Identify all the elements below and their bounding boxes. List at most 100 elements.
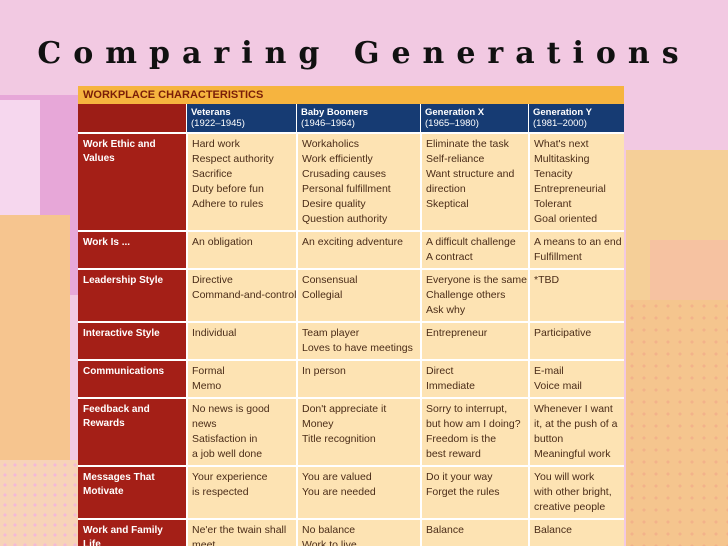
cell-line: Tolerant xyxy=(534,198,572,210)
row-label: Leadership Style xyxy=(78,270,186,321)
cell-line: Respect authority xyxy=(192,153,274,165)
cell-line: Consensual xyxy=(302,274,358,286)
table-cell: Formal Memo xyxy=(186,361,296,397)
table-cell: A difficult challenge A contract xyxy=(420,232,528,268)
cell-line: Skeptical xyxy=(426,198,469,210)
header-corner xyxy=(78,104,186,132)
row-label: Interactive Style xyxy=(78,323,186,359)
cell-line: Fulfillment xyxy=(534,251,582,263)
row-label-line: Rewards xyxy=(83,418,125,429)
table-title: WORKPLACE CHARACTERISTICS xyxy=(78,86,624,104)
cell-line: A contract xyxy=(426,251,473,263)
cell-line: with other bright, xyxy=(534,486,612,498)
cell-line: In person xyxy=(302,365,346,377)
cell-line: creative people xyxy=(534,501,606,513)
table-cell: Don't appreciate it Money Title recognitio… xyxy=(296,399,420,465)
table-cell: Ne'er the twain shall meet xyxy=(186,520,296,546)
cell-line: Eliminate the task xyxy=(426,138,509,150)
table-cell: An obligation xyxy=(186,232,296,268)
table-cell: Your experience is respected xyxy=(186,467,296,518)
cell-line: Personal fulfillment xyxy=(302,183,391,195)
cell-line: Entrepreneurial xyxy=(534,183,606,195)
table-cell: An exciting adventure xyxy=(296,232,420,268)
table-cell: E-mail Voice mail xyxy=(528,361,624,397)
cell-line: button xyxy=(534,433,564,445)
cell-line: Everyone is the same xyxy=(426,274,527,286)
table-cell: Consensual Collegial xyxy=(296,270,420,321)
cell-line: Formal xyxy=(192,365,225,377)
row-label-line: Messages That xyxy=(83,472,155,483)
cell-line: Challenge others xyxy=(426,289,506,301)
row-label-line: Motivate xyxy=(83,486,124,497)
cell-line: it, at the push of a xyxy=(534,418,618,430)
cell-line: Your experience xyxy=(192,471,268,483)
row-label-line: Life xyxy=(83,539,101,546)
table-cell: Sorry to interrupt, but how am I doing? Fr… xyxy=(420,399,528,465)
table-row: Interactive Style Individual Team player Lo… xyxy=(78,321,624,359)
cell-line: Crusading causes xyxy=(302,168,387,180)
background-pattern xyxy=(0,460,80,546)
cell-line: Forget the rules xyxy=(426,486,500,498)
table-body: Work Ethic and Values Hard work Respect aut… xyxy=(78,132,624,546)
cell-line: An exciting adventure xyxy=(302,236,403,248)
table-row: Work Is ... An obligation An exciting adve… xyxy=(78,230,624,268)
column-years: (1922–1945) xyxy=(191,118,245,129)
table-cell: Balance xyxy=(420,520,528,546)
row-label-line: Feedback and xyxy=(83,404,150,415)
cell-line: Individual xyxy=(192,327,237,339)
table-cell: Direct Immediate xyxy=(420,361,528,397)
table-cell: You will work with other bright, creative … xyxy=(528,467,624,518)
row-label-line: Interactive Style xyxy=(83,328,160,339)
cell-line: An obligation xyxy=(192,236,253,248)
page-title: Comparing Generations xyxy=(37,36,691,71)
cell-line: best reward xyxy=(426,448,481,460)
cell-line: Question authority xyxy=(302,213,388,225)
table-cell: In person xyxy=(296,361,420,397)
cell-line: Multitasking xyxy=(534,153,590,165)
cell-line: No news is good xyxy=(192,403,270,415)
table-cell: Everyone is the same Challenge others Ask … xyxy=(420,270,528,321)
table-cell: Team player Loves to have meetings xyxy=(296,323,420,359)
cell-line: E-mail xyxy=(534,365,564,377)
cell-line: Loves to have meetings xyxy=(302,342,413,354)
column-name: Generation Y xyxy=(533,107,592,118)
row-label: Feedback and Rewards xyxy=(78,399,186,465)
column-years: (1965–1980) xyxy=(425,118,479,129)
cell-line: Voice mail xyxy=(534,380,582,392)
row-label-line: Work Is ... xyxy=(83,237,131,248)
cell-line: Goal oriented xyxy=(534,213,598,225)
cell-line: Satisfaction in xyxy=(192,433,258,445)
background-pattern xyxy=(626,300,728,546)
cell-line: Adhere to rules xyxy=(192,198,264,210)
cell-line: Entrepreneur xyxy=(426,327,488,339)
cell-line: direction xyxy=(426,183,466,195)
cell-line: Freedom is the xyxy=(426,433,497,445)
cell-line: Immediate xyxy=(426,380,476,392)
row-label-line: Communications xyxy=(83,366,165,377)
cell-line: You are needed xyxy=(302,486,376,498)
table-row: Work Ethic and Values Hard work Respect aut… xyxy=(78,132,624,230)
cell-line: You will work xyxy=(534,471,595,483)
row-label: Work and Family Life xyxy=(78,520,186,546)
cell-line: Collegial xyxy=(302,289,343,301)
row-label-line: Work and Family xyxy=(83,525,163,536)
cell-line: Sacrifice xyxy=(192,168,233,180)
column-years: (1981–2000) xyxy=(533,118,587,129)
table-cell: Workaholics Work efficiently Crusading cau… xyxy=(296,134,420,230)
cell-line: Workaholics xyxy=(302,138,359,150)
row-label-line: Work Ethic and xyxy=(83,139,156,150)
cell-line: Do it your way xyxy=(426,471,493,483)
table-row: Communications Formal Memo In person Direct I… xyxy=(78,359,624,397)
table-cell: Individual xyxy=(186,323,296,359)
table-cell: Directive Command-and-control xyxy=(186,270,296,321)
cell-line: Don't appreciate it xyxy=(302,403,387,415)
row-label: Communications xyxy=(78,361,186,397)
column-header: Generation X (1965–1980) xyxy=(420,104,528,132)
cell-line: Team player xyxy=(302,327,360,339)
column-header: Generation Y (1981–2000) xyxy=(528,104,624,132)
table-cell: Participative xyxy=(528,323,624,359)
cell-line: Want structure and xyxy=(426,168,515,180)
cell-line: Meaningful work xyxy=(534,448,611,460)
cell-line: Directive xyxy=(192,274,233,286)
table-cell: Do it your way Forget the rules xyxy=(420,467,528,518)
